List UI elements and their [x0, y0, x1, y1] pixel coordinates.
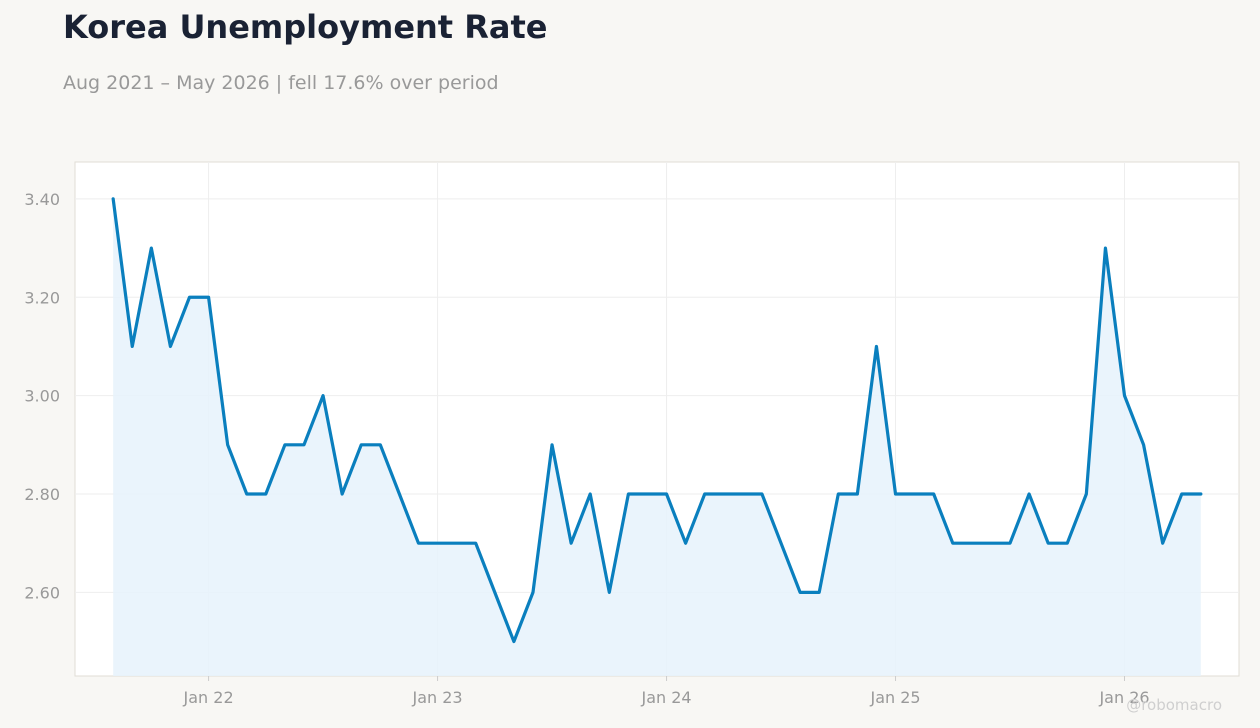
- x-tick-label: Jan 26: [1098, 688, 1149, 707]
- y-tick-label: 2.60: [24, 583, 60, 602]
- chart-title: Korea Unemployment Rate: [63, 8, 548, 46]
- y-tick-label: 2.80: [24, 485, 60, 504]
- x-tick-label: Jan 24: [640, 688, 691, 707]
- y-tick-label: 3.20: [24, 288, 60, 307]
- chart-subtitle: Aug 2021 – May 2026 | fell 17.6% over pe…: [63, 72, 499, 94]
- y-tick-label: 3.40: [24, 190, 60, 209]
- x-tick-label: Jan 23: [412, 688, 463, 707]
- series-line: [111, 197, 1203, 644]
- x-tick-label: Jan 25: [869, 688, 920, 707]
- y-tick-label: 3.00: [24, 387, 60, 406]
- watermark: @robomacro: [1126, 696, 1222, 714]
- x-tick-label: Jan 22: [183, 688, 234, 707]
- series-area: [113, 198, 1201, 676]
